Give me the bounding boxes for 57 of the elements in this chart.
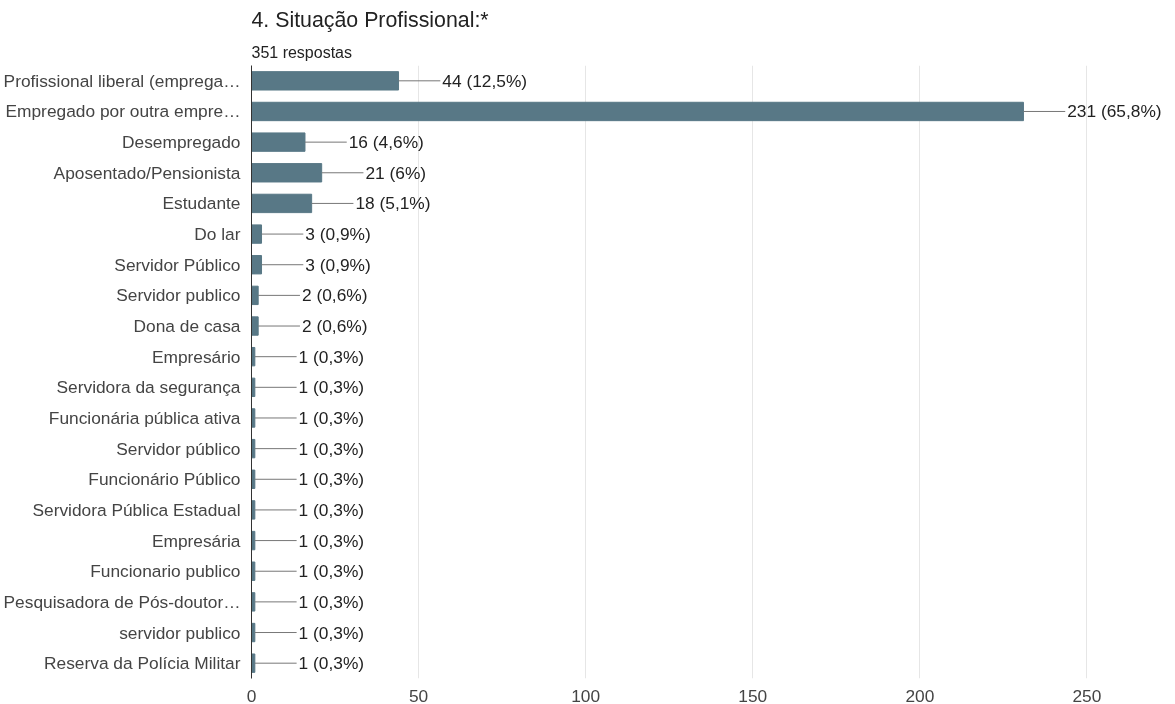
x-tick-label: 200 xyxy=(905,685,935,704)
data-label: 1 (0,3%) xyxy=(298,530,365,551)
y-tick-label: Reserva da Polícia Militar xyxy=(44,653,241,674)
data-label: 1 (0,3%) xyxy=(298,346,365,367)
y-tick-label: Funcionário Público xyxy=(88,469,241,490)
y-tick-label: Do lar xyxy=(194,224,241,245)
data-label: 1 (0,3%) xyxy=(298,653,365,674)
data-label: 1 (0,3%) xyxy=(298,561,365,582)
x-tick-label: 0 xyxy=(246,685,257,704)
y-tick-label: Funcionária pública ativa xyxy=(48,407,241,428)
data-label: 21 (6%) xyxy=(365,162,427,183)
data-label: 18 (5,1%) xyxy=(355,193,431,214)
data-label: 1 (0,3%) xyxy=(298,438,365,459)
data-label: 2 (0,6%) xyxy=(301,285,368,306)
data-label: 1 (0,3%) xyxy=(298,622,365,643)
y-tick-label: Servidora da segurança xyxy=(56,377,241,398)
y-tick-label: Empresária xyxy=(151,530,241,551)
bar xyxy=(251,101,1024,122)
y-tick-label: Funcionario publico xyxy=(90,561,241,582)
bar xyxy=(251,193,313,214)
y-tick-label: Dona de casa xyxy=(133,316,241,337)
bar xyxy=(251,163,323,183)
bar xyxy=(251,71,400,91)
y-tick-label: Servidor público xyxy=(116,438,241,459)
x-tick-label: 50 xyxy=(408,685,429,704)
y-tick-label: Servidor Público xyxy=(114,254,241,275)
y-tick-label: Servidora Pública Estadual xyxy=(32,499,241,520)
chart-title: 4. Situação Profissional:* xyxy=(251,7,489,32)
bar xyxy=(251,316,259,336)
y-tick-label: Aposentado/Pensionista xyxy=(53,162,241,183)
data-label: 2 (0,6%) xyxy=(301,316,368,337)
data-label: 16 (4,6%) xyxy=(348,132,424,153)
x-tick-label: 250 xyxy=(1072,685,1102,704)
data-label: 1 (0,3%) xyxy=(298,407,365,428)
y-tick-label: Empregado por outra empre… xyxy=(5,101,241,122)
y-tick-label: Servidor publico xyxy=(116,285,241,306)
data-label: 231 (65,8%) xyxy=(1067,101,1162,122)
data-label: 3 (0,9%) xyxy=(305,254,371,275)
y-tick-label: Desempregado xyxy=(122,132,241,153)
bar xyxy=(251,132,306,152)
bar xyxy=(251,285,259,306)
data-label: 44 (12,5%) xyxy=(442,70,528,91)
chart-subtitle: 351 respostas xyxy=(251,43,353,61)
y-tick-label: Pesquisadora de Pós-doutor… xyxy=(3,591,241,612)
data-label: 1 (0,3%) xyxy=(298,499,365,520)
data-label: 1 (0,3%) xyxy=(298,591,365,612)
data-label: 3 (0,9%) xyxy=(305,224,371,245)
x-tick-label: 100 xyxy=(571,685,601,704)
y-tick-label: servidor publico xyxy=(119,622,241,643)
bar xyxy=(251,224,263,244)
y-tick-label: Empresário xyxy=(151,346,241,367)
y-tick-label: Profissional liberal (emprega… xyxy=(3,70,241,91)
y-tick-label: Estudante xyxy=(162,193,241,214)
data-label: 1 (0,3%) xyxy=(298,377,365,398)
data-label: 1 (0,3%) xyxy=(298,469,365,490)
x-tick-label: 150 xyxy=(738,685,768,704)
bar xyxy=(251,255,263,275)
